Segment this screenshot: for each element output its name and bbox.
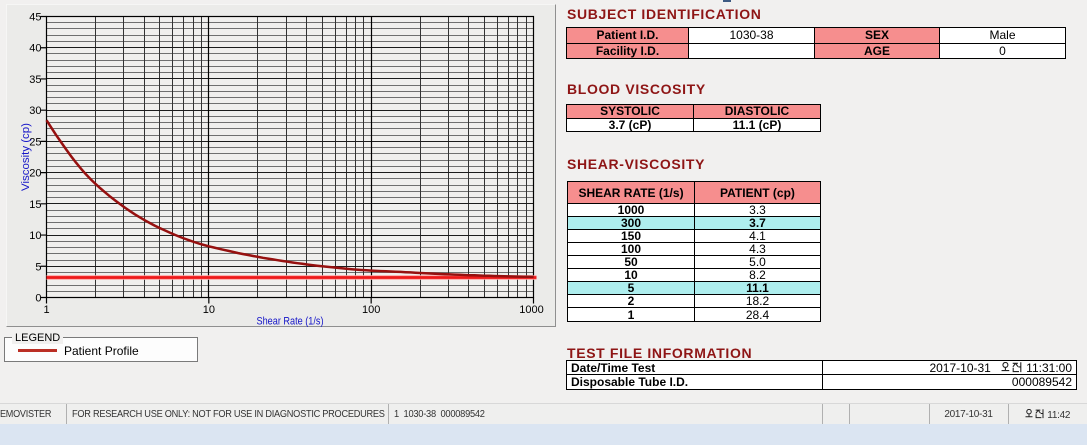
svg-text:100: 100: [362, 304, 380, 316]
svg-text:20: 20: [29, 168, 41, 180]
svg-text:Shear Rate (1/s): Shear Rate (1/s): [257, 316, 324, 328]
svg-text:0: 0: [35, 293, 41, 305]
svg-text:Viscosity (cp): Viscosity (cp): [20, 123, 32, 191]
svg-text:35: 35: [29, 74, 41, 86]
svg-text:15: 15: [29, 199, 41, 211]
svg-text:1000: 1000: [519, 304, 543, 316]
svg-text:10: 10: [29, 230, 41, 242]
svg-text:1: 1: [43, 304, 49, 316]
svg-text:5: 5: [35, 261, 41, 273]
svg-text:40: 40: [29, 43, 41, 55]
svg-text:30: 30: [29, 105, 41, 117]
svg-text:45: 45: [29, 12, 41, 24]
svg-text:25: 25: [29, 136, 41, 148]
svg-text:10: 10: [203, 304, 215, 316]
